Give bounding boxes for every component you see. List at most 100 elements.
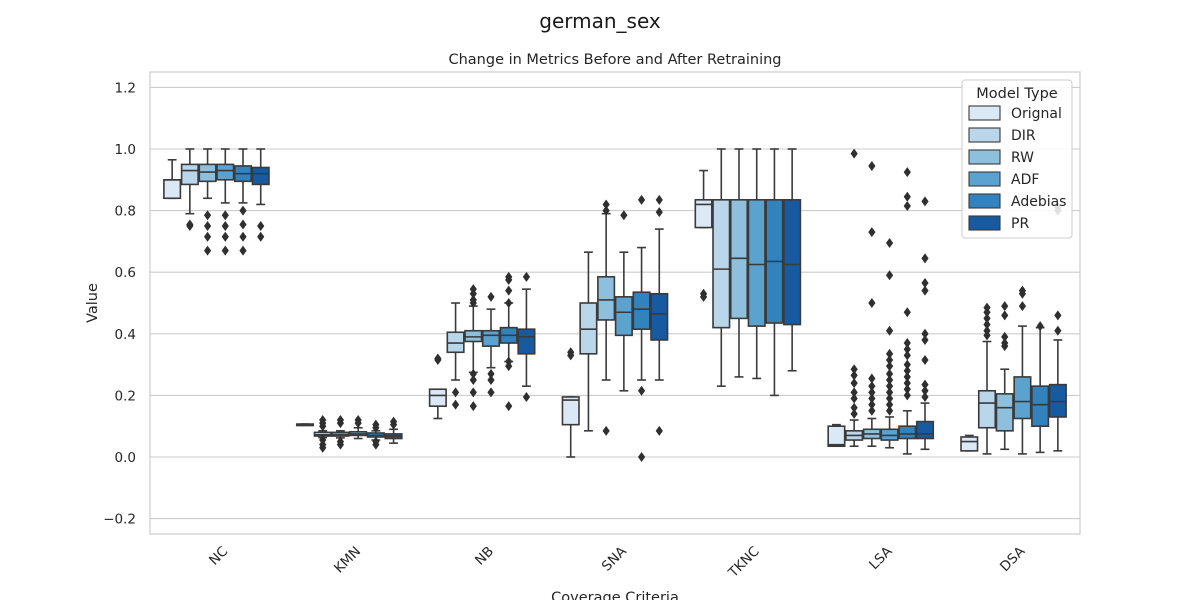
outlier-point: [983, 330, 991, 341]
outlier-point: [885, 270, 894, 281]
box-KMN-PR: [384, 416, 403, 444]
outlier-point: [868, 387, 876, 398]
outlier-point: [885, 387, 894, 398]
outlier-point: [389, 419, 398, 430]
box-body: [632, 291, 651, 330]
outlier-point: [487, 375, 495, 385]
outlier-point: [921, 385, 929, 396]
box-DSA-RW: [995, 301, 1014, 451]
box-body: [995, 393, 1014, 432]
outlier-point: [903, 384, 911, 395]
box-body: [1013, 376, 1032, 420]
x-tick-label: SNA: [599, 543, 631, 575]
outlier-point: [372, 439, 380, 450]
outlier-point: [505, 361, 513, 372]
outlier-point: [868, 373, 876, 384]
y-tick-label: 0.6: [115, 265, 136, 281]
box-SNA-RW: [597, 199, 616, 436]
outlier-point: [469, 401, 477, 412]
outlier-point: [655, 425, 663, 436]
legend-swatch: [968, 193, 1001, 209]
outlier-point: [620, 210, 628, 221]
outlier-point: [983, 307, 991, 318]
outlier-point: [903, 365, 911, 376]
outlier-point: [221, 245, 229, 256]
outlier-point: [257, 231, 265, 242]
chart-suptitle: german_sex: [539, 9, 661, 33]
legend-label: Orignal: [1011, 106, 1062, 122]
outlier-point: [637, 194, 646, 205]
outlier-point: [850, 393, 858, 404]
x-tick-label: KMN: [331, 544, 364, 577]
box-body: [163, 179, 182, 200]
outlier-point: [505, 274, 513, 285]
box-body: [960, 436, 979, 452]
box-SNA-PR: [650, 194, 669, 436]
outlier-point: [699, 291, 708, 302]
outlier-point: [1054, 325, 1062, 336]
outlier-point: [469, 387, 477, 398]
outlier-point: [469, 375, 477, 385]
box-body: [517, 328, 536, 355]
legend-swatch: [968, 105, 1001, 121]
y-tick-label: 1.0: [115, 142, 136, 158]
outlier-point: [903, 390, 911, 401]
outlier-point: [239, 205, 247, 216]
outlier-point: [602, 425, 610, 436]
outlier-point: [903, 350, 911, 361]
box-body: [428, 388, 447, 407]
box-NB-Adebias: [499, 271, 518, 412]
outlier-point: [921, 334, 929, 345]
outlier-point: [221, 231, 229, 242]
outlier-point: [336, 418, 345, 429]
x-tick-label: DSA: [997, 543, 1029, 575]
outlier-point: [602, 205, 610, 216]
box-body: [561, 396, 580, 426]
outlier-point: [850, 148, 858, 159]
outlier-point: [921, 285, 929, 296]
outlier-point: [903, 359, 911, 370]
box-LSA-DIR: [845, 148, 864, 448]
box-LSA-PR: [915, 196, 935, 451]
box-NC-ADF: [216, 148, 235, 256]
chart-title: Change in Metrics Before and After Retra…: [448, 52, 781, 68]
outlier-point: [850, 408, 858, 419]
outlier-point: [203, 245, 212, 256]
outlier-point: [868, 399, 876, 410]
outlier-point: [850, 370, 858, 381]
outlier-point: [469, 368, 477, 379]
legend: Model Type Orignal DIR RW ADF Adebias PR: [961, 79, 1073, 239]
outlier-point: [257, 221, 265, 231]
legend-title: Model Type: [976, 86, 1058, 102]
outlier-point: [354, 418, 362, 429]
outlier-point: [903, 200, 911, 211]
box-NB-DIR: [446, 302, 465, 410]
x-tick-label: NC: [206, 544, 231, 569]
box-body: [1031, 385, 1050, 428]
box-LSA-Orignal: [827, 423, 846, 448]
box-body: [481, 329, 501, 347]
outlier-point: [1001, 331, 1009, 342]
x-tick-label: TKNC: [725, 544, 763, 582]
box-SNA-Orignal: [561, 347, 580, 458]
box-DSA-DIR: [977, 302, 997, 455]
outlier-point: [655, 207, 663, 218]
outlier-point: [885, 399, 894, 410]
outlier-point: [319, 421, 327, 432]
outlier-point: [868, 405, 876, 416]
y-tick-label: 0.4: [115, 327, 136, 343]
legend-label: ADF: [1011, 172, 1039, 188]
box-NC-Orignal: [163, 158, 182, 200]
outlier-point: [868, 393, 876, 404]
outlier-point: [469, 288, 477, 299]
box-TKNC-Orignal: [694, 169, 713, 302]
box-body: [915, 420, 935, 440]
outlier-point: [850, 364, 858, 375]
outlier-point: [487, 291, 495, 302]
y-tick-label: 0.0: [115, 450, 136, 466]
legend-label: Adebias: [1011, 194, 1066, 210]
box-NB-Orignal: [428, 353, 447, 420]
outlier-point: [921, 196, 929, 207]
box-TKNC-PR: [783, 148, 802, 372]
box-TKNC-Adebias: [765, 148, 784, 397]
